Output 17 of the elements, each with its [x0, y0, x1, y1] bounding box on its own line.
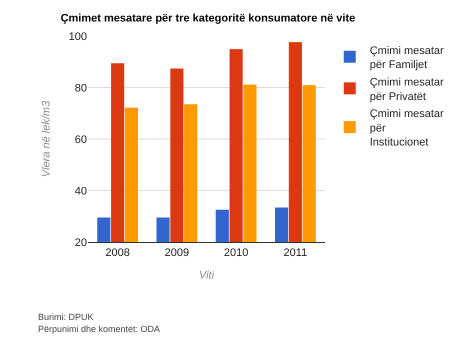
- y-tick-label: 80: [74, 82, 87, 94]
- legend-label: Çmimi mesatar për Familjet: [370, 44, 444, 72]
- y-tick-label: 40: [74, 185, 87, 198]
- x-tick-label: 2008: [105, 247, 130, 260]
- y-tick-label: 60: [74, 134, 87, 146]
- y-tick-label: 100: [68, 30, 87, 43]
- legend-label: Çmimi mesatar për Institucionet: [370, 108, 444, 149]
- chart-title: Çmimet mesatare për tre kategoritë konsumatore në vite: [60, 12, 356, 24]
- x-tick-label: 2009: [164, 247, 190, 260]
- text: Burimi: DPUK: [38, 312, 94, 322]
- text: Përpunimi dhe komentet: ODA: [38, 324, 160, 334]
- x-tick-label: 2010: [224, 247, 248, 260]
- x-tick-label: 2011: [284, 247, 308, 260]
- y-tick-label: 20: [74, 236, 87, 249]
- x-axis-title: Viti: [198, 269, 215, 282]
- legend-label: Çmimi mesatar për Privatët: [370, 76, 444, 103]
- y-axis-title: Vlera në lek/m3: [40, 100, 52, 178]
